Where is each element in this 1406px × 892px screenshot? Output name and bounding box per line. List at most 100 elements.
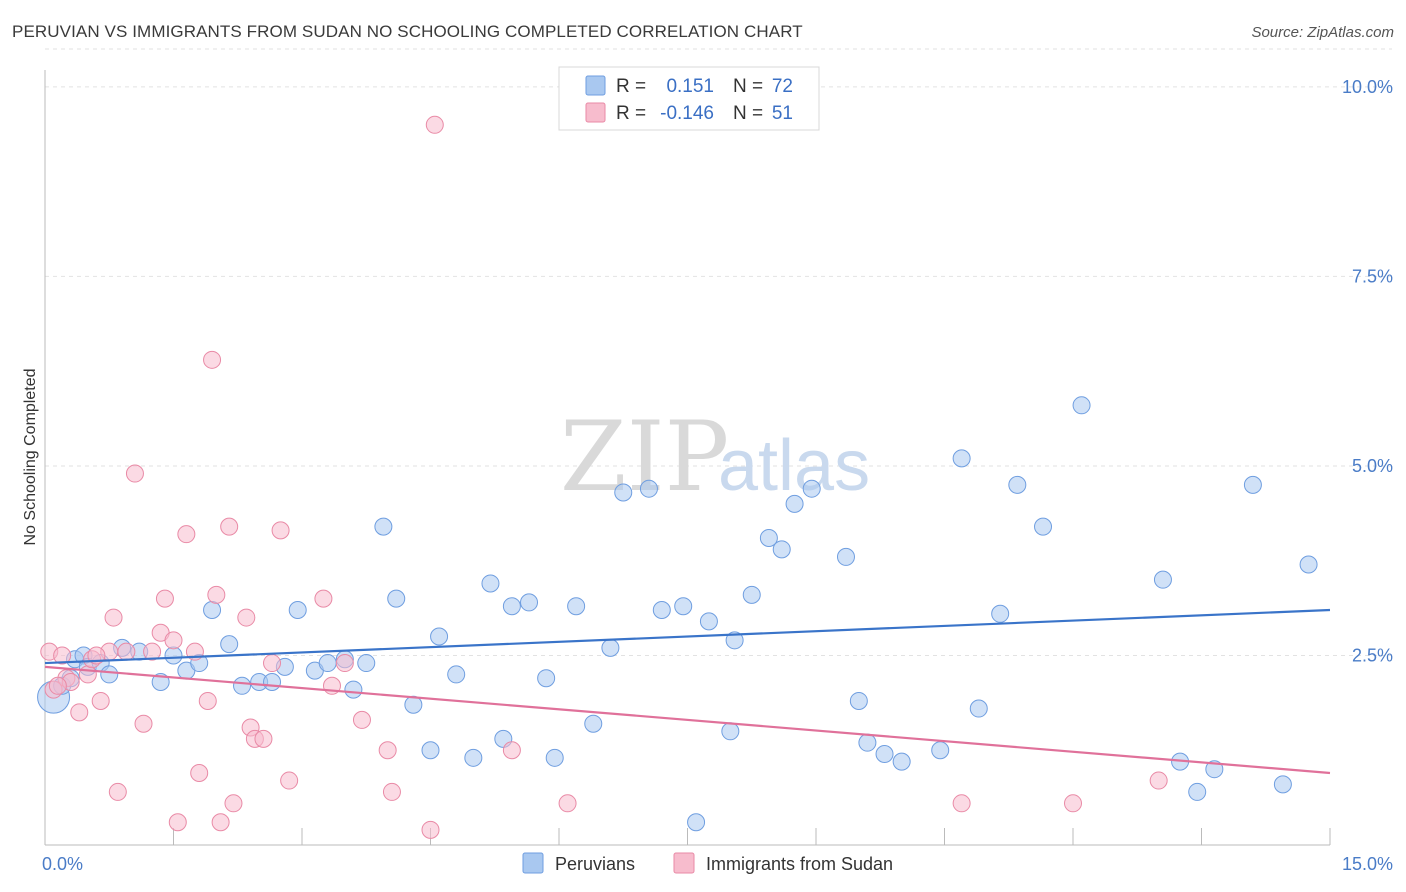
gridlines: [45, 48, 1392, 656]
point-sudan: [168, 813, 187, 832]
watermark: ZIP atlas: [560, 401, 870, 513]
point-peruvians: [220, 635, 239, 654]
point-sudan: [558, 794, 577, 813]
y-tick-label: 5.0%: [1352, 456, 1393, 476]
legend-n-value: 72: [772, 76, 793, 97]
point-sudan: [198, 691, 217, 710]
point-peruvians: [1072, 396, 1091, 415]
bottom-legend-label-peruvians[interactable]: Peruvians: [555, 854, 635, 874]
point-sudan: [1149, 771, 1168, 790]
point-peruvians: [991, 604, 1010, 623]
legend-n-value: 51: [772, 103, 793, 124]
source-label: Source: ZipAtlas.com: [1251, 24, 1394, 41]
x-tick-labels: 0.0% 15.0%: [42, 854, 1393, 874]
point-peruvians: [567, 597, 586, 616]
point-sudan: [91, 691, 110, 710]
point-sudan: [211, 813, 230, 832]
point-sudan: [425, 115, 444, 134]
point-peruvians: [639, 479, 658, 498]
point-sudan: [134, 714, 153, 733]
point-peruvians: [464, 748, 483, 767]
point-peruvians: [537, 669, 556, 688]
chart-title: PERUVIAN VS IMMIGRANTS FROM SUDAN NO SCH…: [12, 22, 803, 41]
legend-box: R = 0.151 N = 72 R = -0.146 N = 51: [558, 66, 820, 131]
trend-line-sudan: [44, 665, 1331, 775]
point-peruvians: [203, 600, 222, 619]
point-sudan: [280, 771, 299, 790]
point-sudan: [155, 589, 174, 608]
point-sudan: [190, 763, 209, 782]
legend-n-label: N =: [733, 76, 763, 97]
y-tick-labels: 2.5% 5.0% 7.5% 10.0%: [1342, 77, 1393, 666]
point-sudan: [125, 464, 144, 483]
point-sudan: [108, 782, 127, 801]
point-sudan: [271, 521, 290, 540]
legend-swatch-sudan: [585, 102, 606, 123]
point-peruvians: [344, 680, 363, 699]
point-sudan: [382, 782, 401, 801]
trend-line-peruvians: [44, 608, 1331, 665]
point-peruvians: [931, 741, 950, 760]
point-sudan: [237, 608, 256, 627]
point-sudan: [203, 350, 222, 369]
point-peruvians: [1243, 475, 1262, 494]
legend-r-label: R =: [616, 76, 646, 97]
point-peruvians: [520, 593, 539, 612]
point-peruvians: [387, 589, 406, 608]
point-peruvians: [1273, 775, 1292, 794]
legend-r-value: -0.146: [660, 103, 714, 124]
point-peruvians: [969, 699, 988, 718]
y-tick-label: 2.5%: [1352, 645, 1393, 665]
point-peruvians: [502, 597, 521, 616]
point-peruvians: [759, 528, 778, 547]
point-peruvians: [772, 540, 791, 559]
watermark-atlas: atlas: [718, 426, 870, 506]
point-peruvians: [100, 665, 119, 684]
legend-swatch-peruvians: [585, 75, 606, 96]
point-sudan: [220, 517, 239, 536]
point-peruvians: [447, 665, 466, 684]
point-sudan: [378, 741, 397, 760]
y-tick-label: 7.5%: [1352, 266, 1393, 286]
bottom-legend: Peruvians Immigrants from Sudan: [522, 852, 893, 874]
point-peruvians: [481, 574, 500, 593]
point-peruvians: [875, 745, 894, 764]
point-sudan: [352, 710, 371, 729]
bottom-legend-label-sudan[interactable]: Immigrants from Sudan: [706, 854, 893, 874]
y-axis-label: No Schooling Completed: [22, 369, 39, 546]
point-peruvians: [652, 600, 671, 619]
point-peruvians: [263, 673, 282, 692]
point-peruvians: [614, 483, 633, 502]
point-peruvians: [836, 547, 855, 566]
point-peruvians: [374, 517, 393, 536]
point-sudan: [53, 646, 72, 665]
point-sudan: [1064, 794, 1082, 813]
point-sudan: [70, 703, 89, 722]
point-sudan: [335, 654, 354, 673]
bottom-legend-swatch-peruvians[interactable]: [522, 852, 544, 874]
point-peruvians: [1153, 570, 1172, 589]
point-peruvians: [725, 631, 744, 650]
bottom-legend-swatch-sudan[interactable]: [673, 852, 695, 874]
point-sudan: [78, 665, 97, 684]
point-peruvians: [699, 612, 718, 631]
legend-r-value: 0.151: [666, 76, 714, 97]
legend-n-label: N =: [733, 103, 763, 124]
point-sudan: [314, 589, 333, 608]
x-tick-label: 0.0%: [42, 854, 83, 874]
point-peruvians: [802, 479, 821, 498]
point-peruvians: [785, 494, 804, 513]
point-sudan: [952, 794, 971, 813]
point-peruvians: [318, 654, 337, 673]
point-peruvians: [164, 646, 183, 665]
point-sudan: [224, 794, 243, 813]
point-sudan: [421, 820, 440, 839]
point-peruvians: [545, 748, 564, 767]
point-peruvians: [1008, 475, 1027, 494]
point-peruvians: [288, 600, 307, 619]
point-peruvians: [742, 585, 761, 604]
point-peruvians: [1299, 555, 1318, 574]
point-peruvians: [1034, 517, 1053, 536]
point-sudan: [254, 729, 273, 748]
